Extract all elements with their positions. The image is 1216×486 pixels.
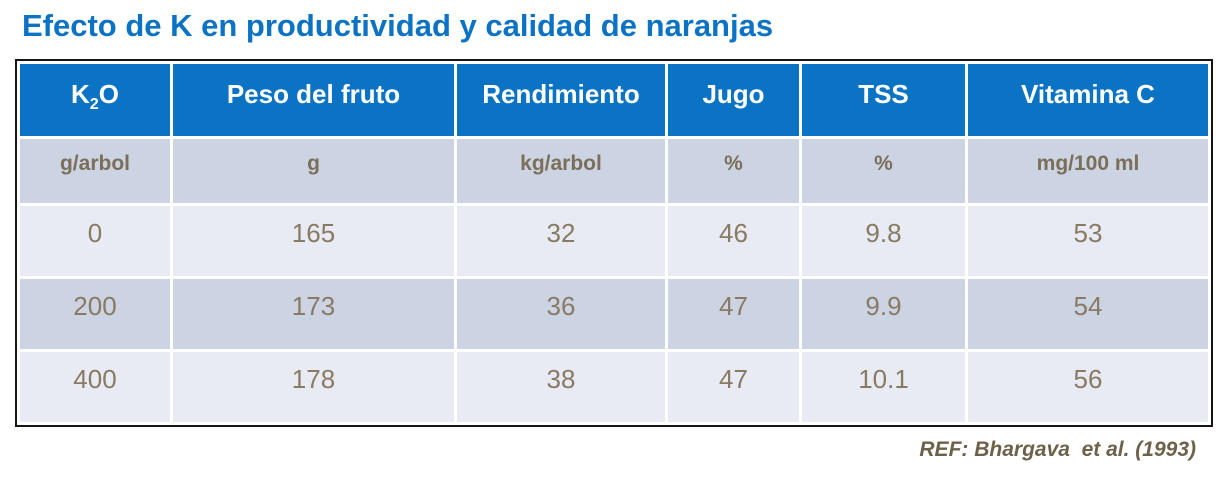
table-cell: 178 <box>173 352 454 422</box>
k2o-base: K <box>71 79 90 109</box>
table-cell: 10.1 <box>802 352 965 422</box>
unit-cell: % <box>802 139 965 203</box>
table-header-row: K2O Peso del fruto Rendimiento Jugo TSS … <box>20 64 1208 136</box>
column-header-tss: TSS <box>802 64 965 136</box>
table-cell: 400 <box>20 352 170 422</box>
unit-cell: g/arbol <box>20 139 170 203</box>
unit-cell: kg/arbol <box>457 139 665 203</box>
k2o-tail: O <box>98 79 119 109</box>
table-cell: 200 <box>20 279 170 349</box>
table-cell: 0 <box>20 206 170 276</box>
data-table: K2O Peso del fruto Rendimiento Jugo TSS … <box>15 59 1213 427</box>
table-cell: 36 <box>457 279 665 349</box>
table-cell: 173 <box>173 279 454 349</box>
table-row: 0 165 32 46 9.8 53 <box>20 206 1208 276</box>
unit-cell: mg/100 ml <box>968 139 1208 203</box>
column-header-k2o: K2O <box>20 64 170 136</box>
column-header-vitamina-c: Vitamina C <box>968 64 1208 136</box>
column-header-peso: Peso del fruto <box>173 64 454 136</box>
table-cell: 53 <box>968 206 1208 276</box>
page-title: Efecto de K en productividad y calidad d… <box>22 8 774 43</box>
table-cell: 47 <box>668 279 799 349</box>
table-cell: 9.9 <box>802 279 965 349</box>
unit-cell: g <box>173 139 454 203</box>
table-cell: 38 <box>457 352 665 422</box>
unit-cell: % <box>668 139 799 203</box>
table-cell: 165 <box>173 206 454 276</box>
table-row: 400 178 38 47 10.1 56 <box>20 352 1208 422</box>
reference-citation: REF: Bhargava et al. (1993) <box>919 438 1196 461</box>
table-cell: 56 <box>968 352 1208 422</box>
table-cell: 9.8 <box>802 206 965 276</box>
column-header-rendimiento: Rendimiento <box>457 64 665 136</box>
k2o-subscript: 2 <box>89 95 99 114</box>
table-row: 200 173 36 47 9.9 54 <box>20 279 1208 349</box>
table-cell: 46 <box>668 206 799 276</box>
table-cell: 47 <box>668 352 799 422</box>
table-cell: 32 <box>457 206 665 276</box>
table-units-row: g/arbol g kg/arbol % % mg/100 ml <box>20 139 1208 203</box>
column-header-jugo: Jugo <box>668 64 799 136</box>
table-cell: 54 <box>968 279 1208 349</box>
